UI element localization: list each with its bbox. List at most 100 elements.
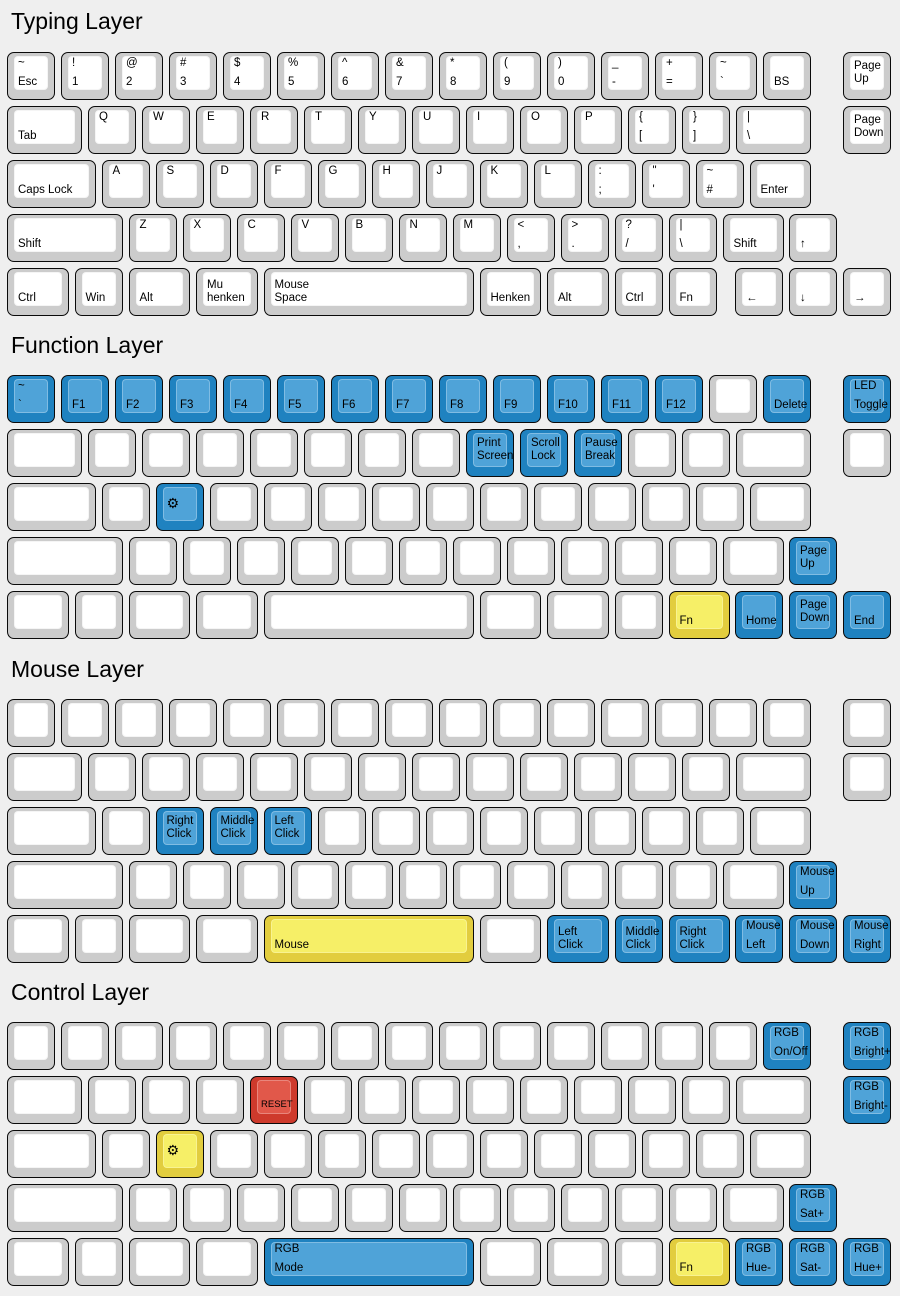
key-blank[interactable] — [398, 861, 447, 909]
key-w[interactable]: W — [142, 106, 190, 154]
key-blank[interactable] — [547, 699, 595, 747]
key-blank[interactable] — [196, 915, 258, 963]
key-blank[interactable] — [709, 375, 757, 423]
key-esc[interactable]: ~ Esc — [7, 52, 55, 100]
key-blank[interactable] — [142, 1076, 190, 1124]
key-blank[interactable]: :; — [587, 160, 636, 208]
key-blank[interactable]: <, — [506, 214, 555, 262]
key-blank[interactable] — [7, 699, 55, 747]
key-right-click[interactable]: Right Click — [668, 915, 730, 963]
key-blank[interactable] — [101, 807, 150, 855]
key-blank[interactable] — [412, 753, 460, 801]
key-y[interactable]: Y — [358, 106, 406, 154]
key-blank[interactable] — [128, 591, 190, 639]
key-henken[interactable]: Henken — [479, 268, 541, 316]
key-blank[interactable] — [749, 1130, 811, 1178]
key-blank[interactable]: ~ ` — [709, 52, 757, 100]
key-z[interactable]: Z — [128, 214, 177, 262]
key-page-down[interactable]: Page Down — [843, 106, 891, 154]
key-blank[interactable] — [682, 753, 730, 801]
key-fn[interactable]: Fn — [668, 268, 717, 316]
key-blank[interactable] — [128, 861, 177, 909]
key-reset[interactable]: RESET — [250, 1076, 298, 1124]
key-f3[interactable]: F3 — [169, 375, 217, 423]
key-left-click[interactable]: Left Click — [263, 807, 312, 855]
key-shift[interactable]: Shift — [7, 214, 123, 262]
key-blank[interactable] — [506, 1184, 555, 1232]
key-f11[interactable]: F11 — [601, 375, 649, 423]
key-blank[interactable] — [439, 1022, 487, 1070]
key-7[interactable]: & 7 — [385, 52, 433, 100]
key-blank[interactable]: → — [843, 268, 891, 316]
key-blank[interactable] — [7, 1022, 55, 1070]
key-blank[interactable] — [722, 861, 784, 909]
key-t[interactable]: T — [304, 106, 352, 154]
key-blank[interactable] — [7, 1130, 96, 1178]
key-right-click[interactable]: Right Click — [155, 807, 204, 855]
key-blank[interactable] — [452, 861, 501, 909]
key-blank[interactable] — [722, 1184, 784, 1232]
key-pause-break[interactable]: Pause Break — [574, 429, 622, 477]
key-blank[interactable] — [682, 1076, 730, 1124]
key-blank[interactable] — [223, 699, 271, 747]
key-k[interactable]: K — [479, 160, 528, 208]
key-blank[interactable] — [209, 483, 258, 531]
key-blank[interactable] — [290, 1184, 339, 1232]
key-blank[interactable] — [506, 861, 555, 909]
key-j[interactable]: J — [425, 160, 474, 208]
key-page-up[interactable]: Page Up — [843, 52, 891, 100]
key-blank[interactable] — [695, 483, 744, 531]
key-blank[interactable] — [7, 807, 96, 855]
key-blank[interactable] — [614, 591, 663, 639]
key-p[interactable]: P — [574, 106, 622, 154]
key-blank[interactable] — [88, 753, 136, 801]
key-ctrl[interactable]: Ctrl — [7, 268, 69, 316]
key-page-up[interactable]: Page Up — [789, 537, 837, 585]
key-f6[interactable]: F6 — [331, 375, 379, 423]
key-blank[interactable] — [722, 537, 784, 585]
key-blank[interactable] — [641, 483, 690, 531]
key-blank[interactable] — [317, 1130, 366, 1178]
key-x[interactable]: X — [182, 214, 231, 262]
key-blank[interactable] — [7, 1076, 82, 1124]
key-blank[interactable] — [533, 807, 582, 855]
key-blank[interactable]: ~ ` — [7, 375, 55, 423]
key-blank[interactable]: >. — [560, 214, 609, 262]
key-blank[interactable] — [7, 483, 96, 531]
key-blank[interactable] — [466, 1076, 514, 1124]
key-6[interactable]: ^ 6 — [331, 52, 379, 100]
key-blank[interactable]: {[ — [628, 106, 676, 154]
key-f2[interactable]: F2 — [115, 375, 163, 423]
key-4[interactable]: $4 — [223, 52, 271, 100]
key-win[interactable]: Win — [74, 268, 123, 316]
key-blank[interactable] — [479, 1130, 528, 1178]
key-blank[interactable] — [574, 1076, 622, 1124]
key-blank[interactable] — [196, 753, 244, 801]
key-rgb-hue+[interactable]: RGB Hue+ — [843, 1238, 891, 1286]
key-blank[interactable] — [236, 1184, 285, 1232]
key-blank[interactable] — [304, 429, 352, 477]
key-blank[interactable] — [290, 537, 339, 585]
key-blank[interactable] — [587, 807, 636, 855]
key-blank[interactable] — [277, 1022, 325, 1070]
key-blank[interactable] — [115, 699, 163, 747]
key-blank[interactable] — [628, 753, 676, 801]
key-f10[interactable]: F10 — [547, 375, 595, 423]
key-blank[interactable] — [668, 861, 717, 909]
key-shift[interactable]: Shift — [722, 214, 784, 262]
key-blank[interactable] — [628, 1076, 676, 1124]
key-blank[interactable] — [641, 807, 690, 855]
key-blank[interactable] — [736, 753, 811, 801]
key-delete[interactable]: Delete — [763, 375, 811, 423]
key-home[interactable]: Home — [735, 591, 783, 639]
key-blank[interactable] — [452, 1184, 501, 1232]
key-blank[interactable] — [101, 1130, 150, 1178]
key-blank[interactable] — [466, 753, 514, 801]
key-blank[interactable] — [7, 915, 69, 963]
key-0[interactable]: ) 0 — [547, 52, 595, 100]
key-middle-click[interactable]: Middle Click — [614, 915, 663, 963]
key-v[interactable]: V — [290, 214, 339, 262]
key-blank[interactable] — [128, 915, 190, 963]
key-blank[interactable] — [560, 1184, 609, 1232]
key-blank[interactable] — [236, 537, 285, 585]
